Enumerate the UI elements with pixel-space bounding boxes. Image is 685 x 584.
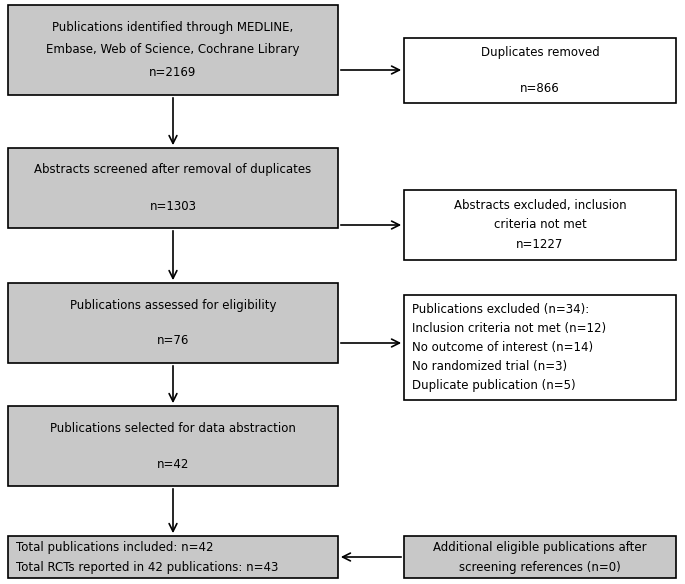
Bar xyxy=(8,148,338,228)
Text: n=866: n=866 xyxy=(520,82,560,95)
Text: Additional eligible publications after: Additional eligible publications after xyxy=(433,541,647,554)
Text: Duplicates removed: Duplicates removed xyxy=(481,46,599,59)
Bar xyxy=(8,283,338,363)
Text: Publications excluded (n=34):: Publications excluded (n=34): xyxy=(412,303,589,316)
Text: No randomized trial (n=3): No randomized trial (n=3) xyxy=(412,360,567,373)
Bar xyxy=(8,536,338,578)
Bar xyxy=(404,536,676,578)
Text: criteria not met: criteria not met xyxy=(494,218,586,231)
Bar xyxy=(404,295,676,400)
Text: n=2169: n=2169 xyxy=(149,65,197,78)
Bar xyxy=(404,38,676,103)
Text: Publications assessed for eligibility: Publications assessed for eligibility xyxy=(70,298,276,311)
Text: n=76: n=76 xyxy=(157,335,189,347)
Text: Duplicate publication (n=5): Duplicate publication (n=5) xyxy=(412,379,575,392)
Text: n=1227: n=1227 xyxy=(516,238,564,252)
Text: n=42: n=42 xyxy=(157,457,189,471)
Text: Abstracts excluded, inclusion: Abstracts excluded, inclusion xyxy=(453,199,626,211)
Text: Publications selected for data abstraction: Publications selected for data abstracti… xyxy=(50,422,296,434)
Bar xyxy=(8,5,338,95)
Text: n=1303: n=1303 xyxy=(149,200,197,213)
Text: screening references (n=0): screening references (n=0) xyxy=(459,561,621,573)
Text: Total RCTs reported in 42 publications: n=43: Total RCTs reported in 42 publications: … xyxy=(16,561,278,573)
Text: Publications identified through MEDLINE,: Publications identified through MEDLINE, xyxy=(52,22,294,34)
Bar xyxy=(404,190,676,260)
Text: Inclusion criteria not met (n=12): Inclusion criteria not met (n=12) xyxy=(412,322,606,335)
Text: Abstracts screened after removal of duplicates: Abstracts screened after removal of dupl… xyxy=(34,164,312,176)
Text: Embase, Web of Science, Cochrane Library: Embase, Web of Science, Cochrane Library xyxy=(47,43,300,57)
Bar xyxy=(8,406,338,486)
Text: No outcome of interest (n=14): No outcome of interest (n=14) xyxy=(412,341,593,354)
Text: Total publications included: n=42: Total publications included: n=42 xyxy=(16,541,214,554)
